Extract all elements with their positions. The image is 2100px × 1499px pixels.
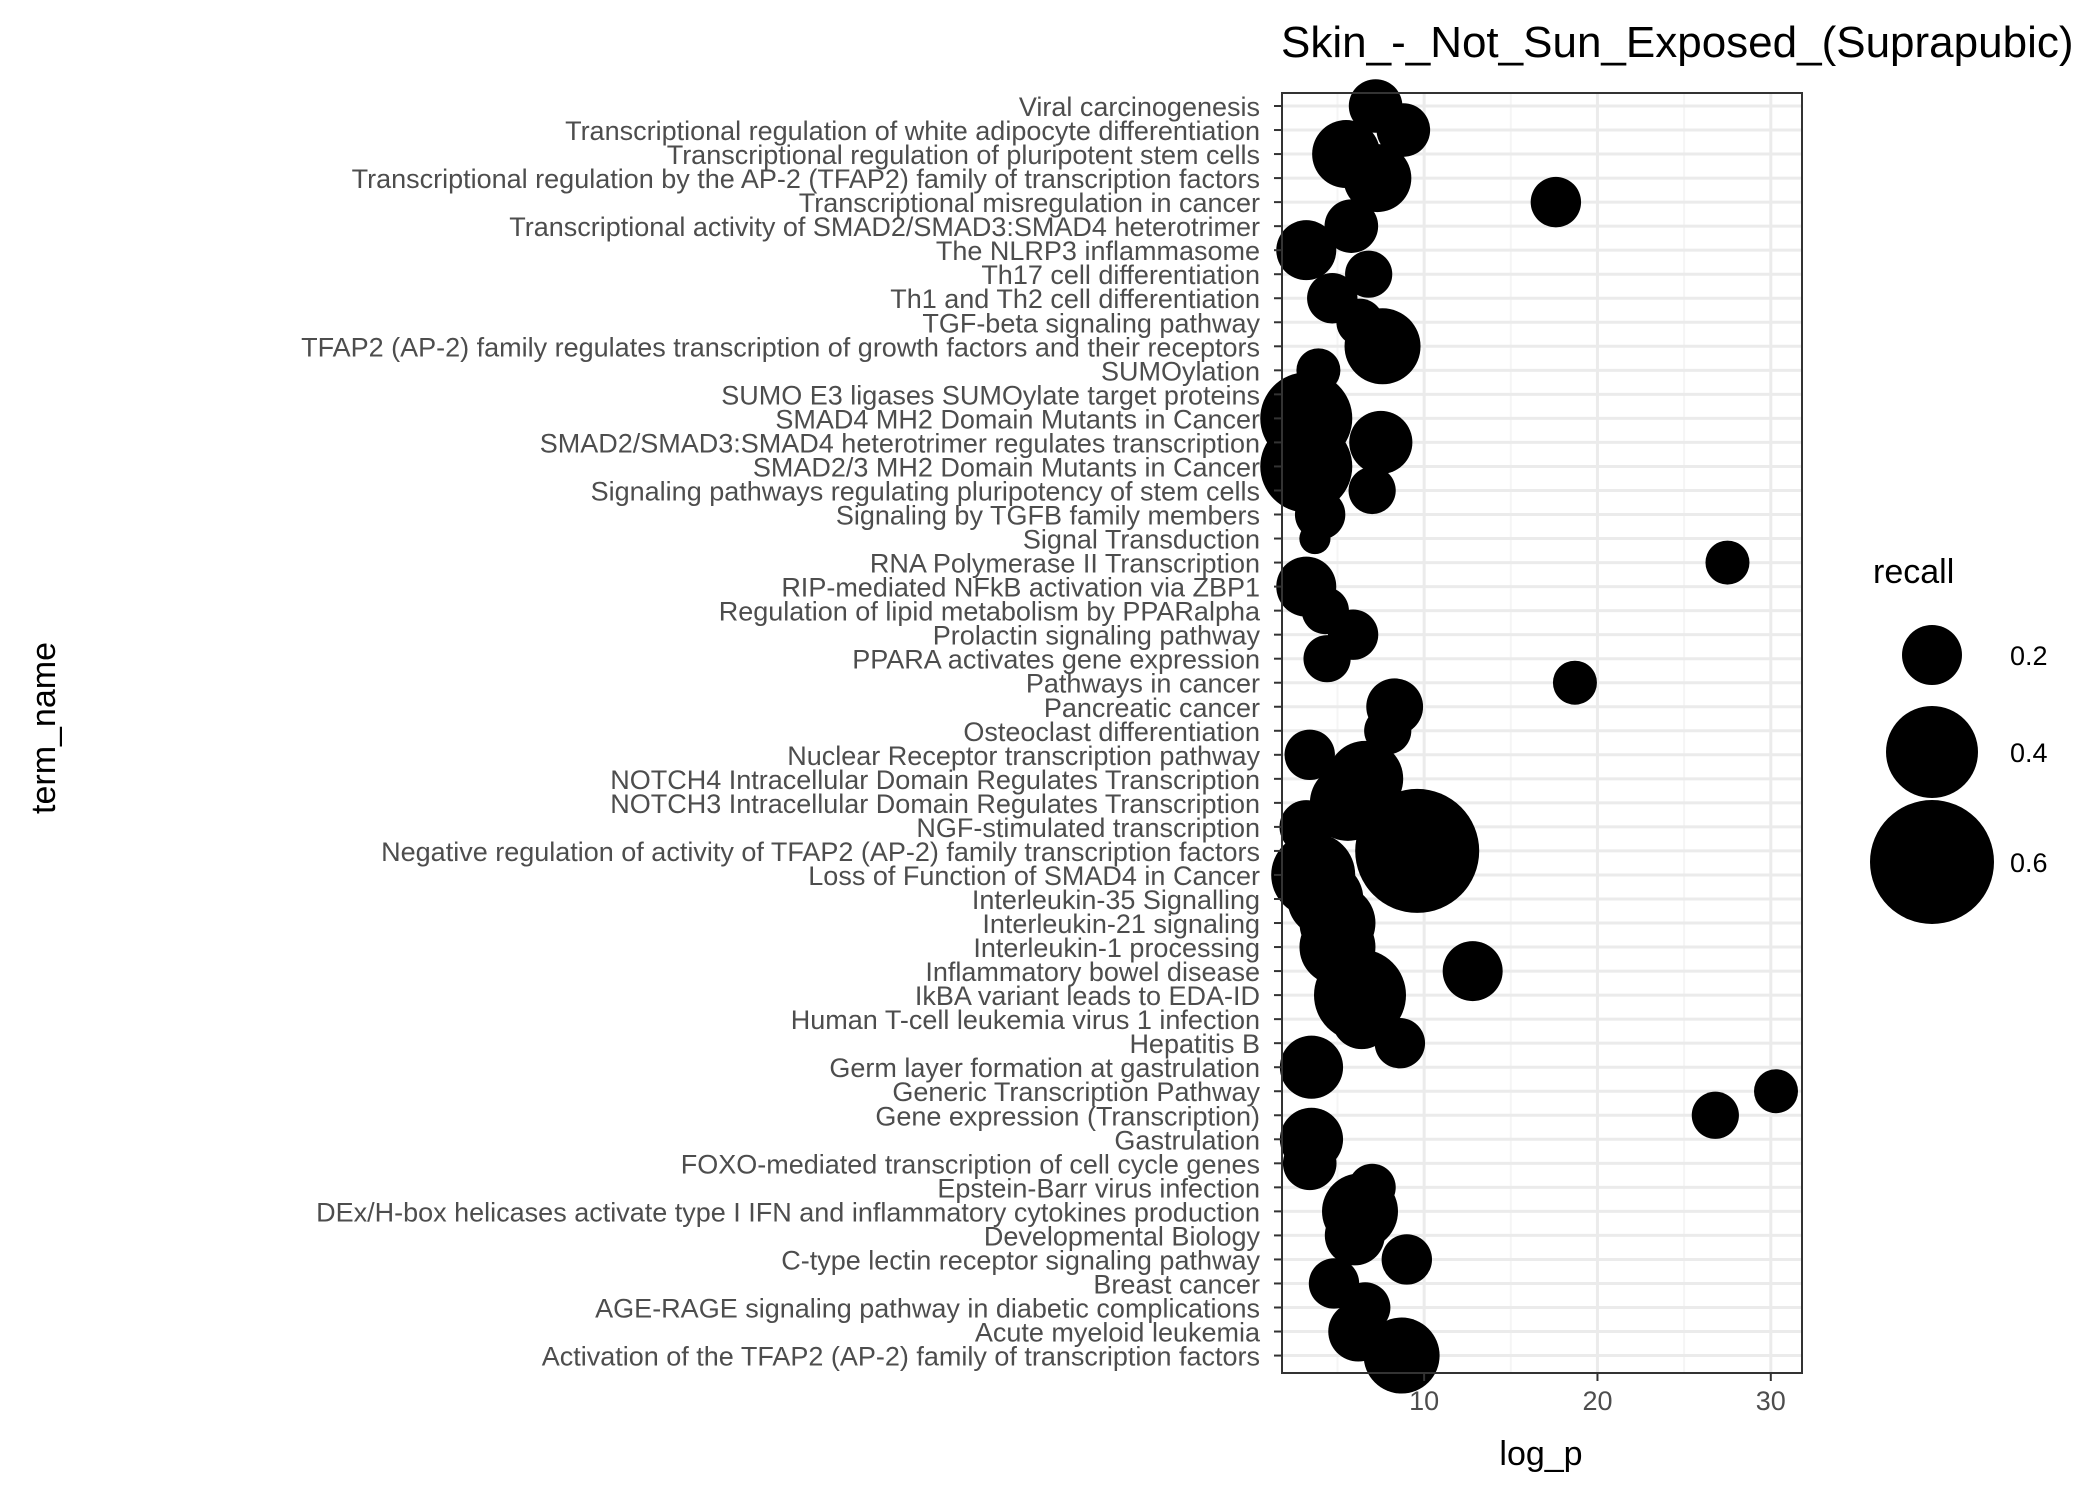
- y-tick-label: Transcriptional regulation by the AP-2 (…: [352, 164, 1260, 194]
- y-tick-label: Th1 and Th2 cell differentiation: [890, 284, 1260, 314]
- y-tick-label: Prolactin signaling pathway: [933, 621, 1261, 651]
- y-tick-label: Inflammatory bowel disease: [925, 957, 1260, 987]
- data-point: [1324, 1205, 1385, 1266]
- legend-label: 0.4: [2010, 738, 2048, 768]
- plot-panel-border: [1281, 92, 1803, 1374]
- data-point: [1754, 1069, 1798, 1114]
- x-tick-label: 10: [1409, 1386, 1439, 1416]
- x-tick-label: 30: [1756, 1386, 1786, 1416]
- y-tick-label: C-type lectin receptor signaling pathway: [781, 1245, 1260, 1275]
- y-tick-label: Interleukin-35 Signalling: [972, 885, 1260, 915]
- legend-title: recall: [1873, 553, 1954, 591]
- x-axis-title: log_p: [1499, 1435, 1582, 1473]
- y-tick-label: Acute myeloid leukemia: [975, 1318, 1261, 1348]
- y-tick-label: TGF-beta signaling pathway: [922, 308, 1260, 338]
- y-tick-label: Transcriptional activity of SMAD2/SMAD3:…: [509, 212, 1260, 242]
- legend-key: [1886, 706, 1978, 798]
- y-tick-label: SMAD4 MH2 Domain Mutants in Cancer: [775, 404, 1260, 434]
- y-tick-label: Interleukin-21 signaling: [982, 909, 1260, 939]
- y-tick-label: Transcriptional regulation of white adip…: [565, 116, 1260, 146]
- y-tick-label: SUMO E3 ligases SUMOylate target protein…: [721, 380, 1260, 410]
- data-point: [1442, 941, 1503, 1002]
- data-point: [1355, 788, 1480, 913]
- y-tick-label: Interleukin-1 processing: [973, 933, 1260, 963]
- y-tick-label: Transcriptional regulation of pluripoten…: [667, 140, 1260, 170]
- y-tick-label: Signaling pathways regulating pluripoten…: [591, 476, 1260, 506]
- y-tick-label: Osteoclast differentiation: [963, 717, 1260, 747]
- data-points: [1260, 79, 1798, 1394]
- y-tick-label: Generic Transcription Pathway: [892, 1077, 1260, 1107]
- data-point: [1381, 1234, 1433, 1285]
- y-axis-title: term_name: [25, 642, 63, 814]
- y-tick-label: DEx/H-box helicases activate type I IFN …: [316, 1197, 1260, 1227]
- x-axis: 10 20 30: [1409, 1373, 1786, 1416]
- x-tick-label: 20: [1582, 1386, 1612, 1416]
- data-point: [1282, 1136, 1337, 1191]
- data-point: [1348, 466, 1396, 515]
- y-tick-label: SUMOylation: [1101, 356, 1260, 386]
- data-point: [1343, 144, 1412, 213]
- legend-label: 0.2: [2010, 641, 2048, 671]
- data-point: [1284, 729, 1335, 781]
- data-point: [1299, 522, 1331, 555]
- data-point: [1345, 250, 1393, 298]
- y-tick-label: TFAP2 (AP-2) family regulates transcript…: [301, 332, 1260, 362]
- y-tick-label: Negative regulation of activity of TFAP2…: [381, 837, 1260, 867]
- y-tick-label: Pancreatic cancer: [1044, 693, 1260, 723]
- data-point: [1324, 199, 1379, 253]
- data-point: [1374, 1017, 1426, 1069]
- data-point: [1260, 420, 1353, 513]
- y-tick-label: Developmental Biology: [984, 1221, 1261, 1251]
- y-tick-label: Activation of the TFAP2 (AP-2) family of…: [542, 1342, 1260, 1372]
- y-tick-label: Epstein-Barr virus infection: [937, 1173, 1260, 1203]
- chart-title: Skin_-_Not_Sun_Exposed_(Suprapubic): [1281, 18, 2074, 67]
- data-point: [1530, 176, 1582, 228]
- y-tick-label: Germ layer formation at gastrulation: [829, 1053, 1260, 1083]
- y-tick-label: NOTCH3 Intracellular Domain Regulates Tr…: [610, 789, 1260, 819]
- data-point: [1349, 410, 1413, 475]
- y-tick-label: PPARA activates gene expression: [852, 645, 1260, 675]
- y-tick-label: Transcriptional misregulation in cancer: [799, 188, 1260, 218]
- data-point: [1552, 660, 1597, 705]
- data-point: [1344, 308, 1421, 385]
- data-point: [1279, 1035, 1344, 1099]
- y-tick-label: Pathways in cancer: [1026, 669, 1260, 699]
- y-tick-label: The NLRP3 inflammasome: [936, 236, 1260, 266]
- y-tick-label: Breast cancer: [1093, 1269, 1260, 1299]
- y-tick-label: Hepatitis B: [1129, 1029, 1260, 1059]
- y-tick-label: Human T-cell leukemia virus 1 infection: [791, 1005, 1260, 1035]
- data-point: [1303, 635, 1351, 683]
- y-tick-label: SMAD2/3 MH2 Domain Mutants in Cancer: [753, 452, 1260, 482]
- data-point: [1276, 220, 1337, 281]
- legend-key: [1902, 625, 1962, 685]
- y-tick-label: Signaling by TGFB family members: [836, 501, 1260, 531]
- legend-label: 0.6: [2010, 848, 2048, 878]
- y-tick-label: Nuclear Receptor transcription pathway: [787, 741, 1260, 771]
- legend: recall 0.2 0.4 0.6: [1870, 553, 2048, 924]
- y-tick-label: AGE-RAGE signaling pathway in diabetic c…: [595, 1294, 1260, 1324]
- y-tick-label: RIP-mediated NFkB activation via ZBP1: [781, 573, 1260, 603]
- y-tick-label: Signal Transduction: [1023, 525, 1260, 555]
- y-tick-label: FOXO-mediated transcription of cell cycl…: [681, 1149, 1260, 1179]
- y-tick-label: Gene expression (Transcription): [875, 1101, 1260, 1131]
- y-tick-label: NGF-stimulated transcription: [916, 813, 1260, 843]
- y-tick-label: NOTCH4 Intracellular Domain Regulates Tr…: [610, 765, 1260, 795]
- y-tick-label: Gastrulation: [1114, 1125, 1260, 1155]
- y-tick-label: SMAD2/SMAD3:SMAD4 heterotrimer regulates…: [540, 428, 1260, 458]
- y-tick-label: IkBA variant leads to EDA-ID: [915, 981, 1260, 1011]
- legend-key: [1870, 800, 1994, 924]
- y-tick-label: RNA Polymerase II Transcription: [870, 549, 1260, 579]
- data-point: [1363, 1317, 1440, 1394]
- data-point: [1705, 540, 1750, 585]
- data-point: [1691, 1091, 1739, 1139]
- y-tick-label: Th17 cell differentiation: [981, 260, 1260, 290]
- data-point: [1376, 103, 1431, 157]
- y-tick-label: Viral carcinogenesis: [1019, 92, 1260, 122]
- y-tick-label: Regulation of lipid metabolism by PPARal…: [719, 597, 1261, 627]
- y-tick-label: Loss of Function of SMAD4 in Cancer: [808, 861, 1260, 891]
